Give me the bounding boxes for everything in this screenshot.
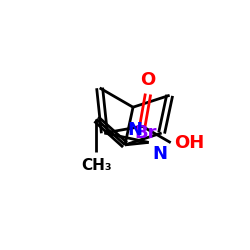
Text: Br: Br [135,124,157,142]
Text: O: O [140,71,156,89]
Text: N: N [152,145,168,163]
Text: OH: OH [174,134,205,152]
Text: N: N [128,121,142,139]
Text: CH₃: CH₃ [81,158,112,173]
